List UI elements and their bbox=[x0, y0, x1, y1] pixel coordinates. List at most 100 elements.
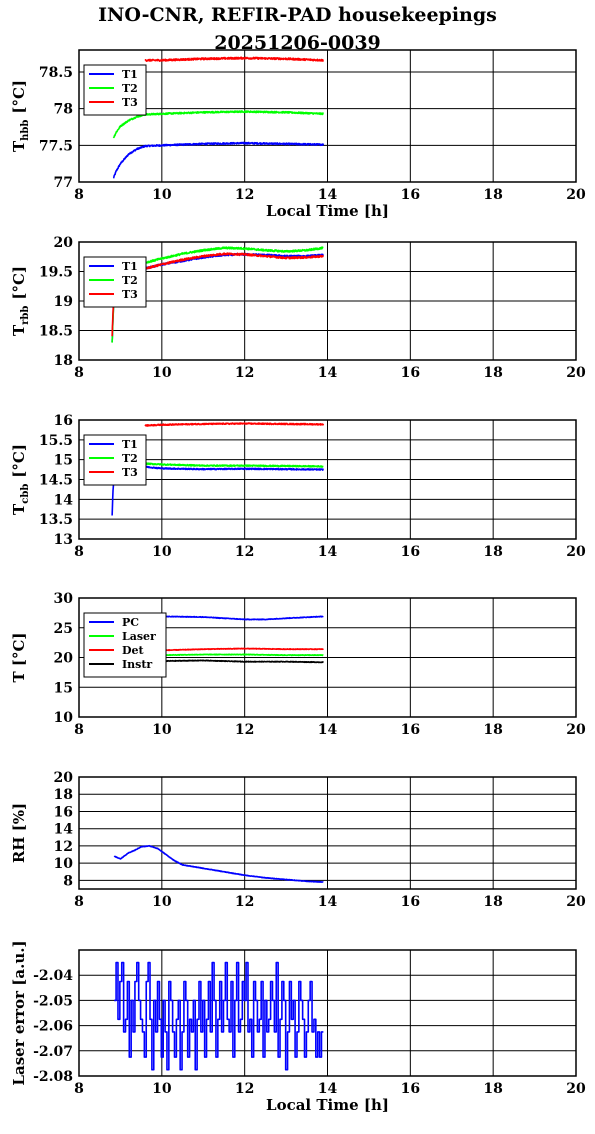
plot-frame bbox=[78, 419, 577, 540]
chart-panel-6: 8 10 12 14 16 18 20 -2.08 -2.07 -2.06 -2.05 -2.04 Lo… bbox=[10, 940, 586, 1114]
x-tick-label: 12 bbox=[235, 722, 254, 738]
y-tick-label: 18 bbox=[54, 353, 73, 369]
series-line-t3 bbox=[144, 422, 325, 427]
series-group bbox=[113, 844, 324, 883]
x-tick-label: 16 bbox=[401, 1081, 420, 1097]
series-line-t2 bbox=[144, 462, 324, 468]
y-tick-label: 20 bbox=[54, 651, 74, 667]
y-tick-label: 30 bbox=[54, 591, 74, 607]
y-tick-label: 78.5 bbox=[39, 65, 73, 81]
x-tick-label: 10 bbox=[152, 187, 172, 203]
x-tick-label: 12 bbox=[235, 365, 254, 381]
x-tick-label: 20 bbox=[566, 187, 586, 203]
x-tick-label: 20 bbox=[566, 544, 586, 560]
chart-panel-1: 8 10 12 14 16 18 20 77 77.5 78 78.5 Local Time [h] T… bbox=[10, 49, 586, 220]
y-tick-label: 78 bbox=[54, 102, 73, 118]
x-tick-label: 8 bbox=[74, 1081, 84, 1097]
y-tick-label: 8 bbox=[63, 873, 73, 889]
x-tick-label: 20 bbox=[566, 1081, 586, 1097]
series-line-t3 bbox=[111, 252, 324, 337]
y-axis-label-main: T bbox=[10, 324, 28, 336]
x-tick-label: 18 bbox=[483, 1081, 502, 1097]
x-tick-label: 18 bbox=[483, 544, 502, 560]
y-axis-label-subscript: cbb bbox=[20, 484, 31, 504]
x-tick-label: 12 bbox=[235, 187, 254, 203]
x-tick-label: 8 bbox=[74, 722, 84, 738]
y-tick-label: 15 bbox=[54, 453, 73, 469]
y-tick-label: 25 bbox=[54, 621, 73, 637]
x-tick-label: 14 bbox=[318, 894, 338, 910]
chart-title-line-1: INO-CNR, REFIR-PAD housekeepings bbox=[98, 4, 497, 26]
legend-label: Laser bbox=[122, 630, 156, 643]
grid bbox=[78, 776, 577, 889]
series-group bbox=[112, 56, 325, 179]
chart-panel-3: 8 10 12 14 16 18 20 13 13.5 14 14.5 15 15.5 16 Tcbb [°C… bbox=[10, 413, 586, 560]
x-tick-label: 10 bbox=[152, 894, 172, 910]
y-axis-label-main: T bbox=[10, 140, 28, 152]
series-line-laser bbox=[140, 653, 324, 657]
plot-frame bbox=[78, 241, 577, 361]
x-tick-label: 16 bbox=[401, 722, 420, 738]
x-axis-label: Local Time [h] bbox=[266, 202, 389, 220]
legend-label: T3 bbox=[122, 96, 138, 109]
y-tick-label: -2.06 bbox=[33, 1019, 73, 1035]
x-tick-label: 16 bbox=[401, 365, 420, 381]
y-tick-label: 13.5 bbox=[39, 512, 73, 528]
y-tick-label: 77 bbox=[54, 175, 73, 191]
y-tick-label: 13 bbox=[54, 532, 73, 548]
legend-label: Instr bbox=[122, 658, 152, 671]
y-tick-label: 10 bbox=[54, 710, 74, 726]
x-tick-label: 8 bbox=[74, 187, 84, 203]
x-tick-label: 14 bbox=[318, 187, 338, 203]
series-line-det bbox=[140, 647, 324, 652]
x-tick-label: 16 bbox=[401, 894, 420, 910]
x-tick-label: 18 bbox=[483, 722, 502, 738]
legend-label: Det bbox=[122, 644, 145, 657]
x-tick-label: 20 bbox=[566, 722, 586, 738]
plot-frame bbox=[78, 776, 577, 890]
x-tick-label: 8 bbox=[74, 894, 84, 910]
y-axis-label-main: Laser error [a.u.] bbox=[10, 940, 28, 1085]
x-tick-label: 10 bbox=[152, 365, 172, 381]
x-tick-label: 16 bbox=[401, 544, 420, 560]
plot-frame bbox=[78, 949, 577, 1077]
series-line-1 bbox=[113, 844, 324, 883]
y-tick-label: 18 bbox=[54, 787, 73, 803]
plot-frame bbox=[78, 49, 577, 183]
y-tick-label: 16 bbox=[54, 413, 73, 429]
y-tick-label: 15 bbox=[54, 680, 73, 696]
series-line-pc bbox=[140, 615, 324, 621]
y-tick-label: 18.5 bbox=[39, 324, 73, 340]
legend-label: PC bbox=[122, 616, 139, 629]
y-tick-label: 20 bbox=[54, 235, 74, 251]
legend-label: T3 bbox=[122, 288, 138, 301]
x-tick-label: 8 bbox=[74, 544, 84, 560]
legend-label: T1 bbox=[122, 260, 138, 273]
x-tick-label: 18 bbox=[483, 365, 502, 381]
y-axis-label: Laser error [a.u.] bbox=[10, 940, 28, 1085]
series-line-1 bbox=[114, 961, 324, 1071]
x-tick-label: 20 bbox=[566, 365, 586, 381]
grid bbox=[78, 50, 577, 183]
y-tick-label: 20 bbox=[54, 770, 74, 786]
series-line-t1 bbox=[112, 141, 325, 179]
x-tick-label: 12 bbox=[235, 544, 254, 560]
x-tick-label: 12 bbox=[235, 894, 254, 910]
series-line-t3 bbox=[144, 56, 324, 62]
series-group bbox=[111, 422, 325, 516]
x-tick-label: 10 bbox=[152, 1081, 172, 1097]
legend-box bbox=[83, 612, 167, 678]
y-tick-label: 12 bbox=[54, 839, 73, 855]
legend-label: T2 bbox=[122, 82, 138, 95]
y-tick-label: -2.04 bbox=[33, 968, 73, 984]
plot-frame bbox=[78, 597, 577, 718]
y-axis-label: Tcbb [°C] bbox=[10, 444, 31, 515]
x-tick-label: 14 bbox=[318, 722, 338, 738]
series-line-t2 bbox=[111, 246, 324, 343]
